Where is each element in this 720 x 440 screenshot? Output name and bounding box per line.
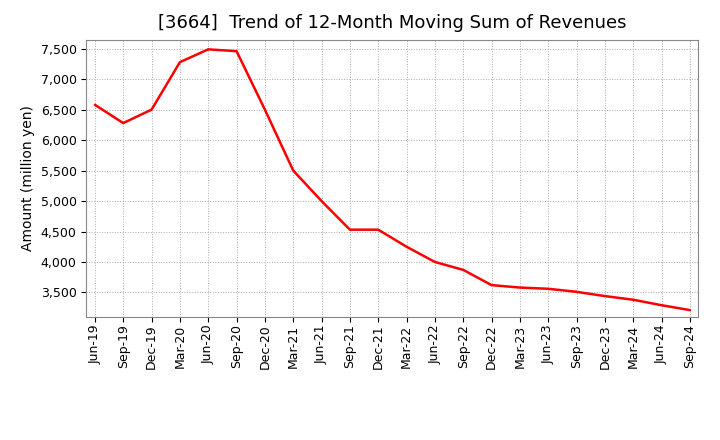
Y-axis label: Amount (million yen): Amount (million yen) [21,105,35,251]
Title: [3664]  Trend of 12-Month Moving Sum of Revenues: [3664] Trend of 12-Month Moving Sum of R… [158,15,626,33]
